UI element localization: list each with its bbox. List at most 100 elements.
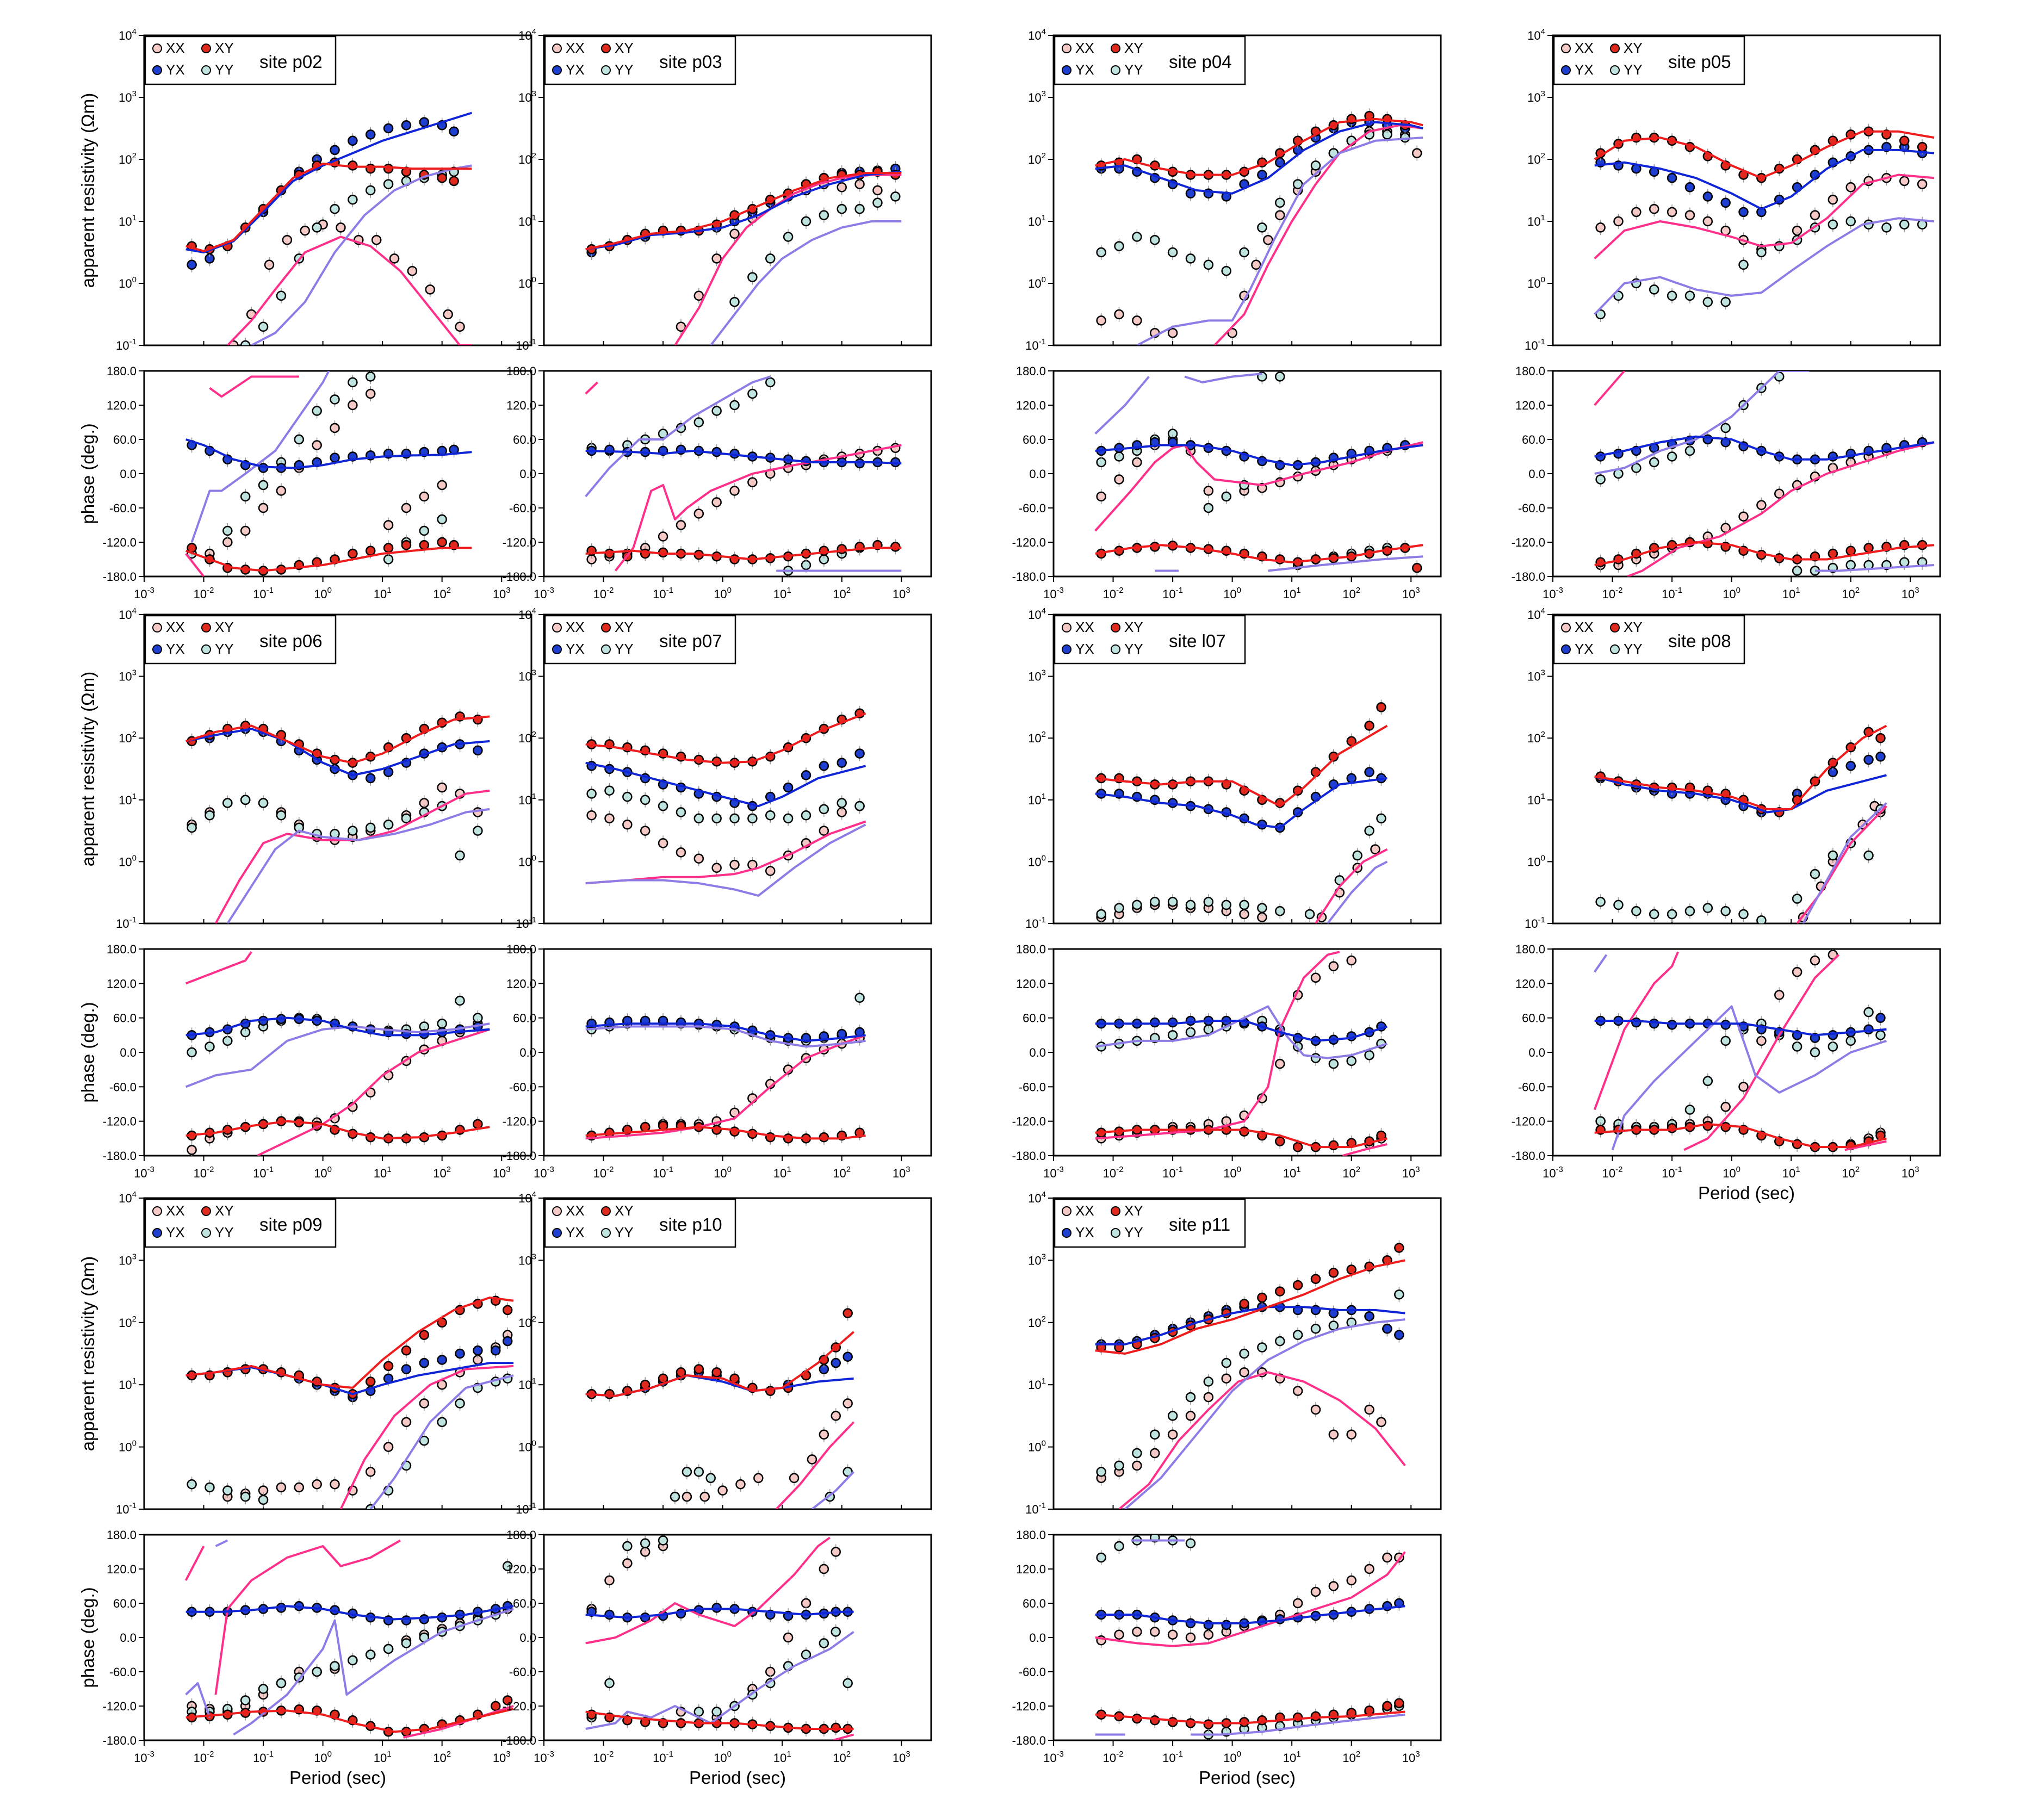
rho-tick-label: 102 — [518, 151, 536, 166]
legend-label: XY — [1624, 40, 1643, 56]
legend-label: YX — [1575, 641, 1594, 657]
obs-rho-yy — [187, 1479, 197, 1490]
legend-marker — [1062, 65, 1071, 75]
phase-tick-label: 0.0 — [120, 1631, 137, 1645]
model-phase-xx — [1095, 1551, 1406, 1647]
obs-rho-xx — [843, 1398, 853, 1409]
phase-plot-area — [1593, 949, 1887, 1155]
obs-rho-yx — [1364, 767, 1374, 777]
obs-phase-yy — [187, 1047, 197, 1058]
obs-phase-xy — [1382, 1701, 1392, 1711]
phase-tick-label: 120.0 — [1016, 399, 1046, 412]
x-tick-label: 101 — [1782, 586, 1800, 601]
x-tick-label: 10-3 — [134, 586, 154, 601]
obs-phase-yy — [843, 1678, 853, 1689]
phase-tick-label: -180.0 — [1012, 570, 1046, 584]
phase-tick-label: 0.0 — [1029, 1631, 1046, 1645]
phase-tick-label: -120.0 — [503, 1115, 536, 1128]
obs-phase-xy — [365, 545, 376, 556]
obs-rho-xx — [1251, 259, 1261, 270]
obs-rho-xx — [336, 222, 346, 233]
obs-rho-yx — [1364, 1311, 1374, 1322]
obs-rho-xx — [1684, 210, 1695, 220]
obs-rho-xx — [735, 1479, 746, 1490]
obs-rho-yy — [1899, 219, 1910, 230]
phase-tick-label: 60.0 — [513, 433, 536, 446]
x-tick-label: 102 — [1842, 1165, 1860, 1180]
obs-rho-yy — [455, 850, 465, 861]
obs-phase-yy — [1346, 1056, 1357, 1066]
obs-rho-yy — [1613, 900, 1624, 910]
obs-phase-xx — [1114, 1629, 1124, 1640]
obs-rho-xx — [819, 826, 829, 836]
obs-phase-yy — [1702, 1076, 1713, 1087]
obs-phase-xy — [1328, 1140, 1339, 1151]
model-rho-xy — [1095, 117, 1423, 176]
phase-frame — [1052, 370, 1442, 578]
obs-rho-yy — [1114, 241, 1124, 251]
rho-tick-label: 103 — [119, 89, 137, 104]
model-rho-xx — [1796, 805, 1887, 923]
x-tick-label: 10-3 — [1543, 586, 1563, 601]
site-label: site p06 — [259, 631, 323, 651]
rho-frame — [143, 1197, 532, 1510]
obs-rho-xx — [371, 234, 382, 245]
rho-plot-area — [185, 709, 490, 923]
obs-phase-xy — [1394, 1698, 1404, 1708]
rho-tick-label: 101 — [119, 792, 137, 807]
obs-rho-xx — [1114, 309, 1124, 320]
site-label: site p08 — [1668, 631, 1731, 651]
phase-tick-label: 0.0 — [1029, 467, 1046, 481]
x-tick-label: 101 — [773, 586, 791, 601]
obs-rho-xy — [1875, 733, 1886, 743]
rho-tick-label: 101 — [518, 1376, 536, 1392]
obs-rho-yy — [1310, 160, 1321, 171]
obs-phase-xx — [729, 486, 740, 496]
obs-rho-yx — [473, 1345, 483, 1356]
obs-rho-yy — [1310, 1323, 1321, 1334]
obs-rho-yy — [419, 1435, 430, 1446]
legend-label: YY — [1124, 1224, 1143, 1241]
phase-tick-label: -120.0 — [1512, 1115, 1545, 1128]
obs-rho-xy — [365, 163, 376, 174]
obs-rho-xx — [330, 1479, 340, 1490]
obs-phase-xx — [783, 1632, 794, 1643]
obs-rho-yy — [330, 203, 340, 214]
phase-tick-label: 120.0 — [506, 399, 536, 412]
obs-phase-yy — [1899, 557, 1910, 567]
model-phase-yy — [1594, 371, 1935, 572]
legend-marker — [1561, 644, 1571, 654]
model-rho-xx — [339, 1365, 514, 1509]
obs-rho-yx — [1257, 170, 1267, 180]
phase-plot-area — [585, 375, 902, 576]
obs-rho-yy — [1167, 896, 1178, 907]
x-tick-label: 102 — [833, 1750, 851, 1765]
obs-rho-yy — [837, 203, 847, 214]
obs-rho-yy — [890, 191, 901, 202]
legend-label: XX — [1575, 619, 1594, 635]
x-tick-label: 10-1 — [253, 1750, 274, 1765]
model-phase-yx — [585, 1608, 854, 1619]
obs-phase-xy — [890, 542, 901, 552]
legend-marker — [1610, 644, 1620, 654]
x-tick-label: 100 — [1223, 1750, 1241, 1765]
rho-frame — [1052, 613, 1442, 925]
obs-rho-xx — [765, 866, 776, 876]
model-phase-xx — [585, 1536, 854, 1740]
obs-phase-yy — [765, 377, 776, 388]
obs-phase-xy — [473, 1119, 483, 1130]
legend-marker — [1561, 623, 1571, 632]
x-tick-label: 103 — [493, 1165, 511, 1180]
rho-tick-label: 10-1 — [116, 915, 137, 931]
obs-phase-yy — [801, 560, 812, 570]
model-rho-xx — [1213, 124, 1423, 345]
model-rho-yy — [811, 1471, 855, 1509]
phase-tick-label: 0.0 — [519, 1046, 536, 1059]
rho-tick-label: 100 — [518, 1439, 536, 1454]
legend-label: YX — [166, 1224, 185, 1241]
x-tick-label: 102 — [1342, 586, 1360, 601]
obs-rho-yx — [1382, 1323, 1392, 1334]
obs-rho-yy — [1702, 903, 1713, 913]
site-panel-site-p04: 10-1 100 101 102 103 104 180.0 120.0 60.0 0.0 -60.… — [1012, 27, 1442, 601]
model-rho-yx — [1594, 774, 1887, 814]
